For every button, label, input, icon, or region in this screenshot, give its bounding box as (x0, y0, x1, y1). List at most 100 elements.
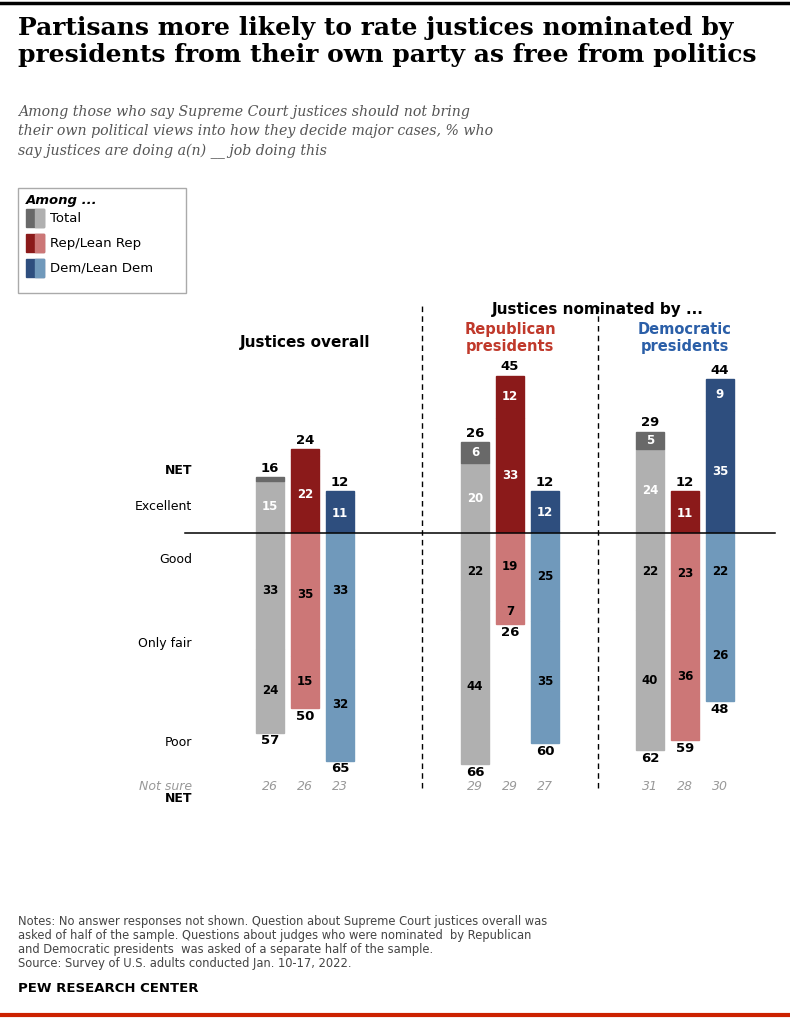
Text: Source: Survey of U.S. adults conducted Jan. 10-17, 2022.: Source: Survey of U.S. adults conducted … (18, 957, 352, 970)
Text: 24: 24 (295, 434, 314, 447)
Bar (496, 599, 524, 624)
Text: 32: 32 (332, 698, 348, 711)
Text: 22: 22 (712, 565, 728, 578)
Text: 24: 24 (261, 684, 278, 697)
Text: 20: 20 (467, 491, 483, 504)
Text: 24: 24 (641, 485, 658, 497)
Text: PEW RESEARCH CENTER: PEW RESEARCH CENTER (18, 982, 198, 995)
Bar (326, 491, 354, 494)
Text: 26: 26 (466, 427, 484, 440)
Text: Democratic
presidents: Democratic presidents (638, 321, 732, 354)
Bar (26, 259, 44, 277)
Bar (671, 533, 699, 614)
Bar (256, 477, 284, 481)
Bar (256, 649, 284, 732)
Bar (636, 449, 664, 533)
Bar (256, 481, 284, 533)
Text: 19: 19 (502, 560, 518, 573)
Text: 26: 26 (297, 780, 313, 793)
Bar (706, 379, 734, 410)
Bar (461, 533, 489, 610)
Text: Total: Total (50, 212, 81, 224)
Text: asked of half of the sample. Questions about judges who were nominated  by Repub: asked of half of the sample. Questions a… (18, 929, 532, 942)
Bar (326, 494, 354, 533)
Bar (35, 209, 44, 227)
Text: 40: 40 (641, 673, 658, 686)
Text: 12: 12 (502, 390, 518, 403)
Text: 7: 7 (506, 606, 514, 618)
Text: 60: 60 (536, 745, 555, 758)
Text: 57: 57 (261, 735, 279, 748)
Text: 27: 27 (537, 780, 553, 793)
Text: 50: 50 (295, 710, 314, 723)
Text: 11: 11 (677, 507, 693, 521)
Bar (531, 621, 559, 743)
Text: 36: 36 (677, 670, 693, 683)
Text: 9: 9 (716, 389, 724, 401)
Bar (291, 656, 319, 708)
Bar (671, 614, 699, 740)
Text: 23: 23 (332, 780, 348, 793)
Text: 44: 44 (711, 364, 729, 377)
Bar (636, 610, 664, 750)
Text: 23: 23 (677, 567, 693, 580)
Text: Dem/Lean Dem: Dem/Lean Dem (50, 262, 153, 274)
Text: 15: 15 (261, 500, 278, 514)
Bar (326, 533, 354, 649)
Text: 29: 29 (502, 780, 518, 793)
Text: Notes: No answer responses not shown. Question about Supreme Court justices over: Notes: No answer responses not shown. Qu… (18, 915, 547, 928)
Text: NET: NET (164, 463, 192, 477)
Text: 25: 25 (537, 570, 553, 583)
Text: 31: 31 (642, 780, 658, 793)
Text: 22: 22 (467, 565, 483, 578)
Text: 22: 22 (297, 488, 313, 501)
Text: 33: 33 (502, 469, 518, 482)
Text: 6: 6 (471, 446, 479, 459)
Text: Rep/Lean Rep: Rep/Lean Rep (50, 236, 141, 250)
Text: 35: 35 (537, 675, 553, 688)
Text: Among those who say Supreme Court justices should not bring
their own political : Among those who say Supreme Court justic… (18, 105, 493, 160)
Bar (531, 491, 559, 533)
Text: 44: 44 (467, 680, 483, 694)
Text: Not sure: Not sure (139, 780, 192, 793)
Text: 65: 65 (331, 762, 349, 775)
Bar (291, 533, 319, 656)
Bar (35, 259, 44, 277)
Bar (256, 533, 284, 649)
Bar (671, 494, 699, 533)
Text: Republican
presidents: Republican presidents (465, 321, 556, 354)
Text: 11: 11 (332, 507, 348, 521)
Bar (461, 610, 489, 764)
Bar (531, 533, 559, 621)
Text: NET: NET (164, 793, 192, 805)
Text: 12: 12 (676, 476, 694, 489)
Text: 26: 26 (262, 780, 278, 793)
Text: 30: 30 (712, 780, 728, 793)
Text: 29: 29 (467, 780, 483, 793)
Text: 33: 33 (332, 584, 348, 597)
Bar (35, 234, 44, 252)
Text: 12: 12 (331, 476, 349, 489)
Text: 5: 5 (646, 434, 654, 447)
Text: 35: 35 (297, 588, 313, 601)
Text: Among ...: Among ... (26, 194, 98, 207)
Bar (706, 410, 734, 533)
Text: 29: 29 (641, 416, 659, 430)
Bar (461, 442, 489, 463)
Text: 16: 16 (261, 462, 279, 475)
Text: Excellent: Excellent (135, 500, 192, 514)
Text: Justices overall: Justices overall (239, 335, 371, 350)
Text: 12: 12 (537, 505, 553, 519)
Bar (636, 533, 664, 610)
Text: Partisans more likely to rate justices nominated by
presidents from their own pa: Partisans more likely to rate justices n… (18, 16, 757, 66)
Text: 45: 45 (501, 360, 519, 373)
Bar (291, 449, 319, 456)
Bar (496, 417, 524, 533)
Text: Good: Good (159, 552, 192, 566)
Text: 62: 62 (641, 752, 659, 765)
Text: Poor: Poor (164, 737, 192, 750)
Text: 12: 12 (536, 476, 554, 489)
Text: 28: 28 (677, 780, 693, 793)
Text: 35: 35 (712, 465, 728, 478)
Bar (706, 533, 734, 610)
